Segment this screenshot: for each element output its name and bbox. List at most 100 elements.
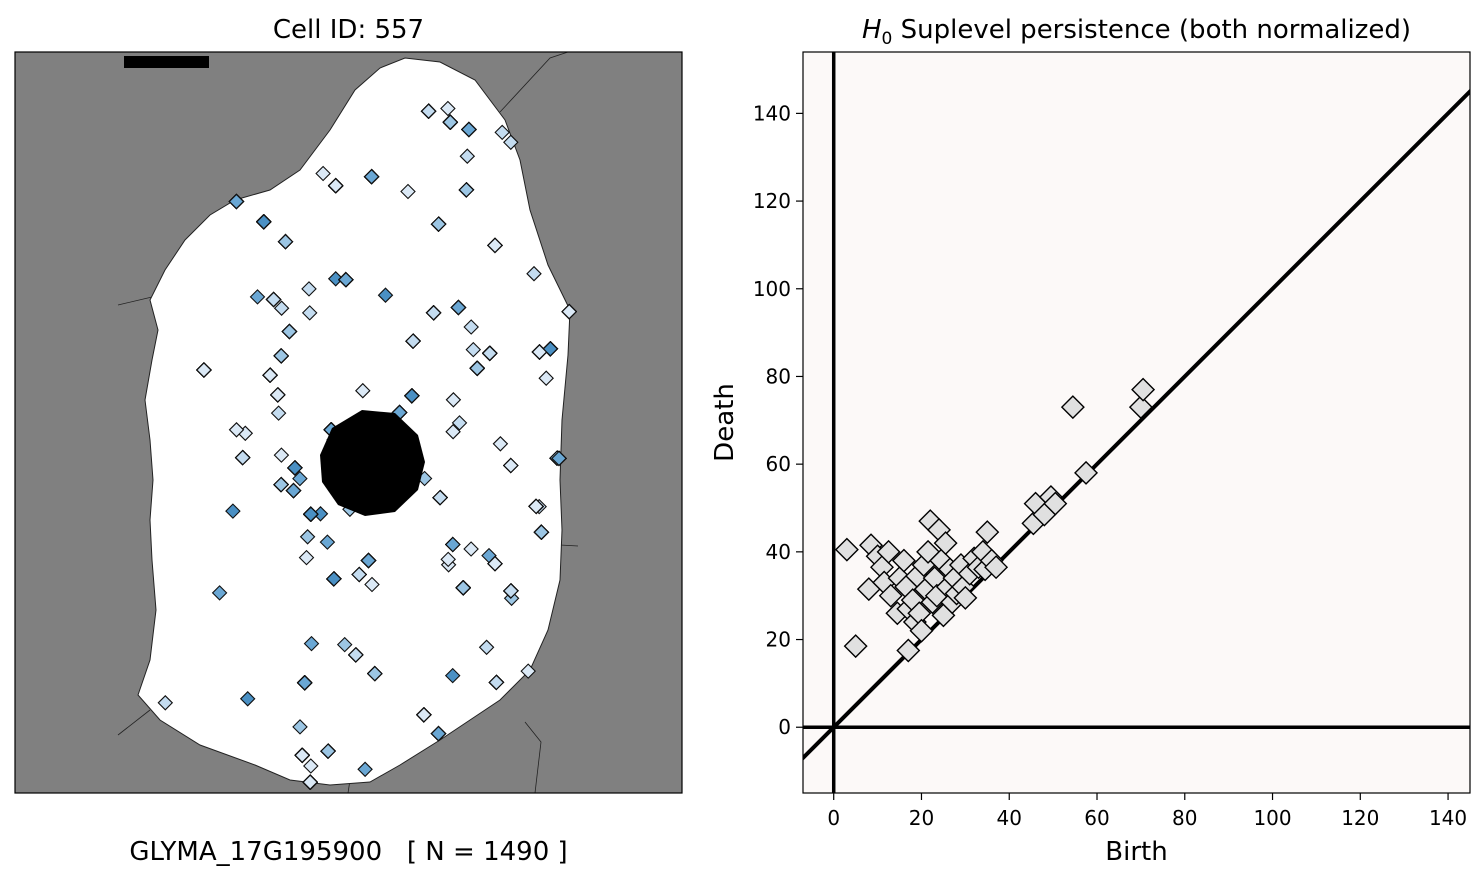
persistence-point [1060, 395, 1085, 420]
transcript-marker [299, 529, 316, 545]
x-tick-label: 140 [1429, 806, 1467, 830]
transcript-marker [273, 300, 290, 316]
y-tick-label: 60 [766, 452, 791, 476]
persistence-point [1128, 395, 1153, 420]
transcript-marker [494, 124, 510, 141]
transcript-marker [303, 506, 319, 522]
transcript-marker [542, 341, 559, 357]
transcript-marker [338, 271, 354, 288]
transcript-marker [503, 583, 519, 599]
transcript-marker [528, 498, 544, 515]
y-tick-label: 140 [753, 101, 791, 125]
transcript-marker [360, 552, 377, 569]
transcript-marker [234, 449, 251, 466]
x-tick-label: 20 [909, 806, 934, 830]
transcript-marker [416, 707, 432, 723]
transcript-marker [400, 183, 416, 200]
x-tick-label: 100 [1253, 806, 1291, 830]
transcript-marker [465, 341, 482, 358]
transcript-marker [451, 415, 468, 431]
persistence-point [891, 548, 916, 573]
x-axis-ticks: 0 20 40 60 80 100 120 140 [827, 793, 1467, 830]
nucleus [320, 410, 425, 516]
transcript-markers [157, 100, 577, 790]
transcript-marker [445, 423, 461, 440]
transcript-marker [430, 216, 447, 232]
transcript-marker [273, 447, 290, 463]
transcript-marker [405, 333, 421, 349]
persistence-point [1074, 460, 1099, 485]
transcript-marker [432, 489, 448, 506]
persistence-diagram-panel: H0 Suplevel persistence (both normalized… [710, 15, 1471, 867]
transcript-marker [320, 743, 336, 759]
transcript-marker [561, 303, 577, 320]
scale-bar [124, 56, 209, 68]
transcript-marker [301, 281, 317, 297]
transcript-marker [482, 345, 498, 362]
transcript-marker [277, 233, 294, 250]
persistence-point [916, 539, 941, 564]
transcript-marker [533, 524, 550, 540]
transcript-marker [551, 450, 567, 467]
transcript-marker [270, 405, 287, 421]
transcript-marker [256, 214, 272, 230]
transcript-marker [211, 585, 228, 601]
persistence-point [834, 537, 859, 562]
transcript-marker [445, 536, 461, 553]
transcript-marker [270, 387, 286, 403]
x-tick-label: 0 [827, 806, 840, 830]
transcript-marker [367, 665, 383, 682]
transcript-marker [228, 193, 245, 210]
x-axis-label: Birth [1105, 837, 1167, 867]
transcript-marker [469, 360, 485, 377]
transcript-marker [377, 287, 394, 303]
cell-image-panel: Cell ID: 557 GLYMA_17G195900 [ N = 1490 [14, 15, 683, 867]
persistence-point [843, 634, 868, 659]
persistence-point [933, 531, 958, 556]
transcript-marker [357, 761, 373, 778]
y-tick-label: 100 [753, 277, 791, 301]
persistence-point [953, 585, 978, 610]
persistence-points [834, 377, 1156, 663]
transcript-marker [461, 121, 477, 138]
neighbor-boundaries [117, 52, 579, 793]
transcript-marker [351, 566, 367, 583]
transcript-marker [503, 134, 519, 151]
transcript-marker [326, 571, 342, 587]
transcript-marker [296, 675, 313, 691]
transcript-marker [520, 663, 536, 679]
title-subscript: 0 [882, 29, 893, 49]
transcript-marker [538, 370, 554, 386]
transcript-marker [455, 580, 471, 596]
transcript-marker [157, 695, 174, 711]
transcript-marker [404, 388, 420, 404]
transcript-marker [488, 674, 505, 691]
gene-caption: GLYMA_17G195900 [ N = 1490 ] [129, 837, 567, 867]
transcript-marker [273, 476, 289, 493]
y-tick-label: 80 [766, 364, 791, 388]
transcript-marker [425, 305, 442, 321]
persistence-point [896, 638, 921, 663]
transcript-marker [478, 639, 495, 656]
transcript-marker [487, 237, 503, 254]
transcript-marker [281, 323, 298, 340]
transcript-marker [225, 503, 241, 519]
transcript-marker [196, 362, 212, 378]
transcript-marker [294, 747, 310, 764]
plot-frame [802, 51, 1471, 794]
x-tick-label: 80 [1172, 806, 1197, 830]
persistence-point [1043, 491, 1068, 516]
transcript-marker [303, 635, 320, 652]
transcript-marker [239, 691, 256, 707]
transcript-marker [298, 549, 315, 566]
transcript-marker [492, 436, 509, 452]
transcript-marker [364, 576, 380, 593]
transcript-marker [292, 470, 308, 487]
transcript-marker [420, 103, 437, 119]
transcript-marker [292, 719, 308, 735]
transcript-marker [444, 667, 461, 684]
x-tick-label: 120 [1341, 806, 1379, 830]
transcript-marker [458, 182, 475, 198]
transcript-marker [442, 114, 459, 130]
y-tick-label: 120 [753, 189, 791, 213]
